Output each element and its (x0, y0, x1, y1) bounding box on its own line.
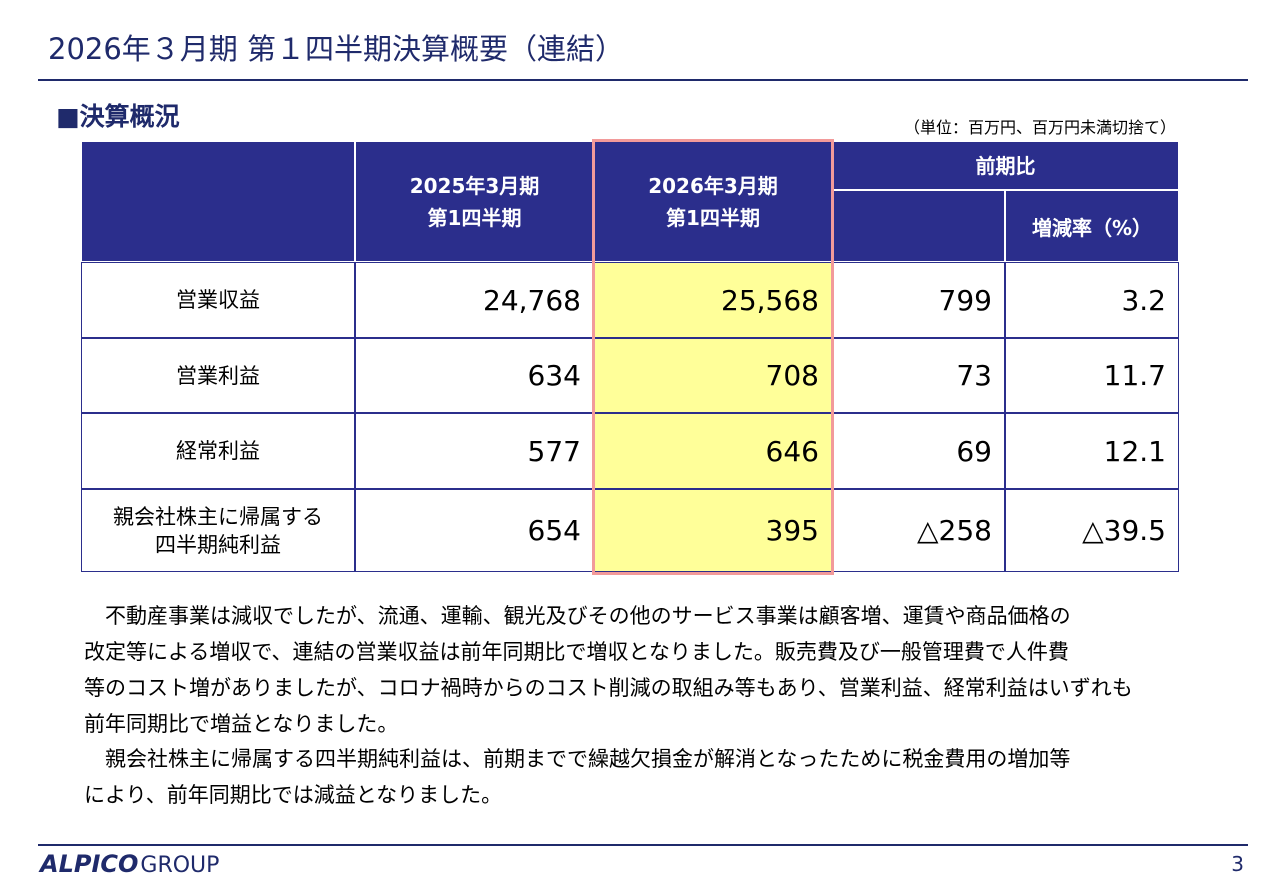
value-cell: △39.5 (1005, 489, 1179, 572)
value: 73 (956, 359, 992, 392)
cell-line: 第1四半期 (427, 205, 522, 230)
highlight-frame (592, 139, 834, 575)
value: 25,568 (721, 283, 819, 317)
footer-rule (38, 844, 1248, 846)
value: 799 (938, 283, 992, 317)
value-cell: 12.1 (1005, 413, 1179, 489)
sub-header: 増減率（%） (1005, 190, 1179, 262)
value-cell: 3.2 (1005, 262, 1179, 338)
group-header-text: 前期比 (975, 153, 1036, 178)
title: 2026年３月期 第１四半期決算概要（連結） (48, 32, 625, 66)
column-header: 2025年3月期 第1四半期 (355, 141, 594, 262)
cell-line: 2025年3月期 (409, 173, 540, 198)
cell-line: 四半期純利益 (155, 532, 281, 557)
value-cell: 799 (832, 262, 1005, 338)
cell-line: 2026年3月期 (648, 173, 778, 198)
section-heading: ■決算概況 (56, 102, 180, 131)
value: 69 (956, 434, 992, 468)
logo-brand: ALPICO (40, 850, 139, 878)
value: 577 (527, 434, 581, 468)
cell-line: 経常利益 (176, 439, 260, 463)
title-rule (38, 79, 1248, 81)
value-cell: 646 (594, 413, 832, 489)
body-line: 前年同期比で増益となりました。 (84, 712, 399, 736)
row-label: 親会社株主に帰属する 四半期純利益 (81, 489, 355, 572)
value: △258 (917, 514, 992, 547)
cell-line: 営業収益 (176, 288, 260, 312)
value: 12.1 (1103, 434, 1166, 468)
cell-line: 営業利益 (176, 363, 260, 388)
page-number: 3 (1231, 852, 1244, 876)
row-label: 営業利益 (81, 338, 355, 413)
value-cell: 708 (594, 338, 832, 413)
row-label: 経常利益 (81, 413, 355, 489)
body-line: 等のコスト増がありましたが、コロナ禍時からのコスト削減の取組み等もあり、営業利益… (84, 676, 1133, 700)
value: △39.5 (1082, 514, 1166, 547)
row-label: 営業収益 (81, 262, 355, 338)
value: 708 (765, 359, 819, 392)
logo-group: GROUP (140, 853, 220, 878)
logo: ALPICOGROUP (40, 850, 219, 878)
value-cell: 25,568 (594, 262, 832, 338)
unit-note: （単位：百万円、百万円未満切捨て） (903, 118, 1176, 137)
value: 3.2 (1121, 283, 1166, 317)
value-cell: △258 (832, 489, 1005, 572)
group-header: 前期比 (832, 141, 1179, 190)
column-header: 2026年3月期 第1四半期 (594, 141, 832, 262)
value-cell: 73 (832, 338, 1005, 413)
value-cell: 69 (832, 413, 1005, 489)
value: 395 (765, 514, 819, 547)
value-cell: 654 (355, 489, 594, 572)
value: 24,768 (483, 283, 581, 317)
body-line: 改定等による増収で、連結の営業収益は前年同期比で増収となりました。販売費及び一般… (84, 640, 1069, 664)
sub-header-text: 増減率（%） (1031, 216, 1153, 240)
body-line: により、前年同期比では減益となりました。 (84, 783, 503, 807)
header-corner (81, 141, 355, 262)
sub-header-empty (832, 190, 1005, 262)
cell-line: 第1四半期 (666, 205, 760, 230)
value: 634 (527, 359, 581, 392)
cell-line: 親会社株主に帰属する (113, 504, 323, 529)
body-line: 不動産事業は減収でしたが、流通、運輸、観光及びその他のサービス事業は顧客増、運賃… (105, 604, 1071, 628)
value-cell: 634 (355, 338, 594, 413)
value: 11.7 (1103, 359, 1166, 392)
value-cell: 577 (355, 413, 594, 489)
value: 646 (765, 434, 819, 468)
value: 654 (527, 514, 581, 547)
body-line: 親会社株主に帰属する四半期純利益は、前期までで繰越欠損金が解消となったために税金… (105, 747, 1071, 771)
value-cell: 11.7 (1005, 338, 1179, 413)
value-cell: 24,768 (355, 262, 594, 338)
